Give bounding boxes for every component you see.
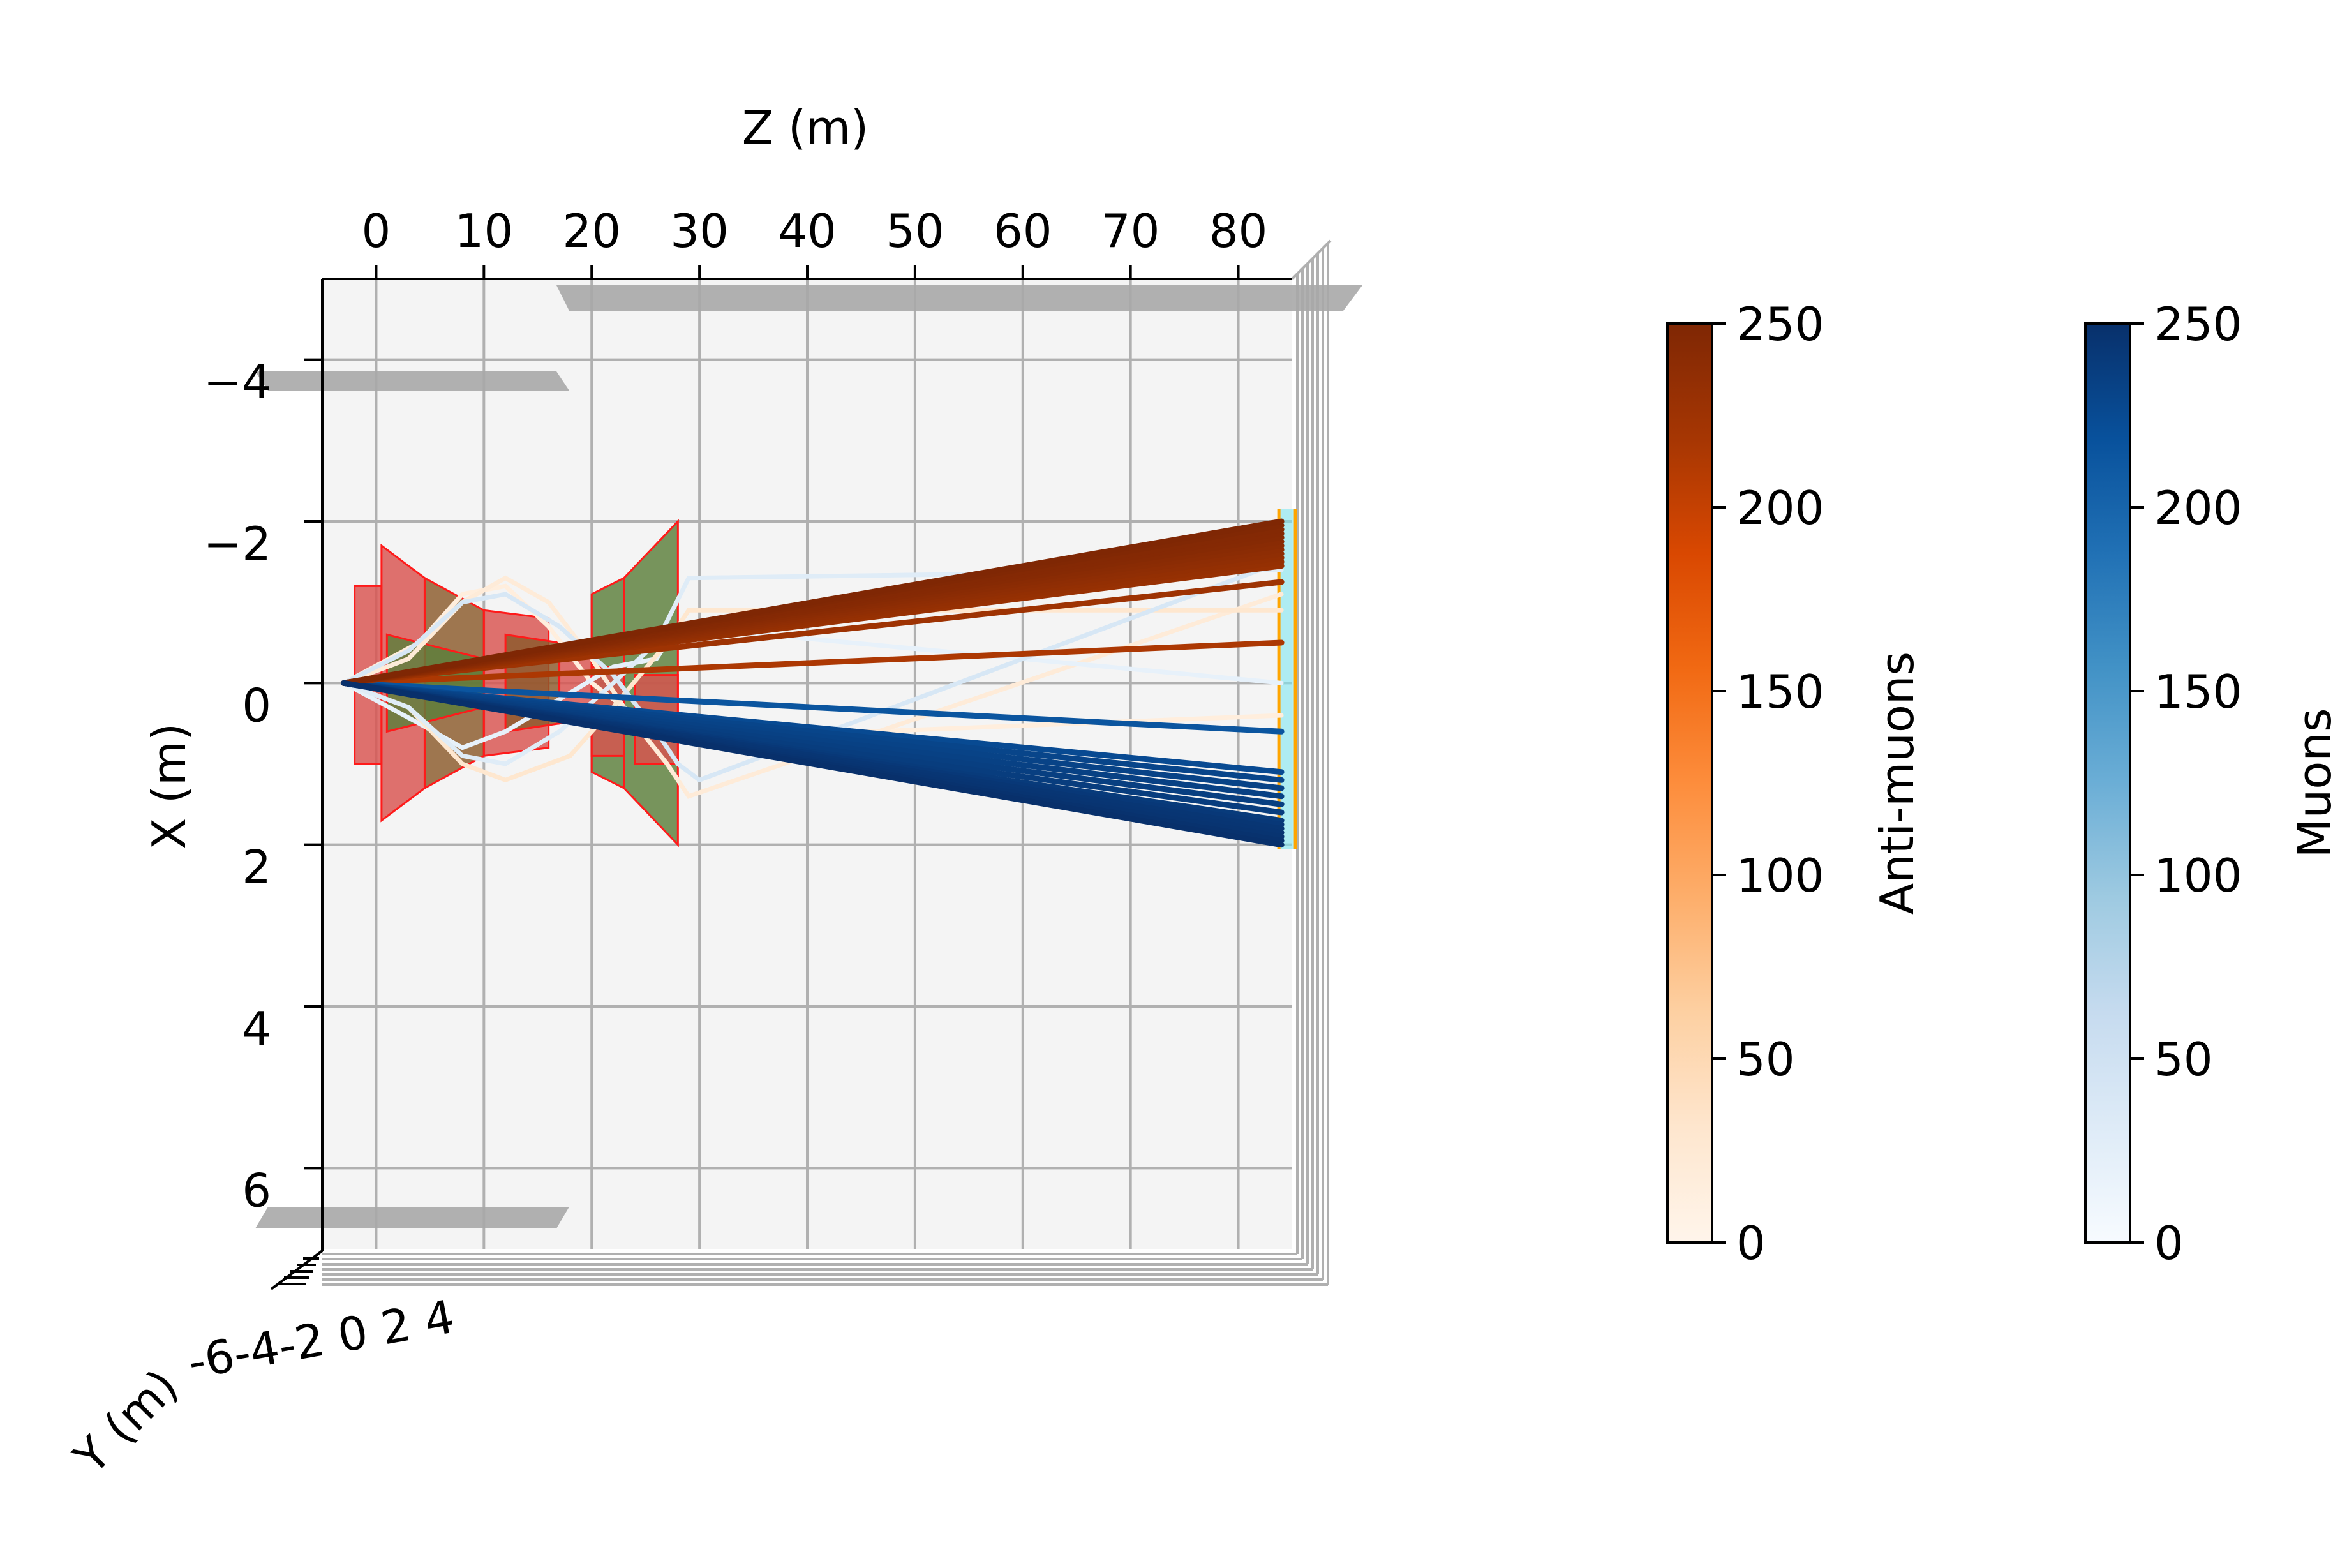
colorbar-tick-label: 50: [2154, 1033, 2213, 1086]
z-tick-label: 60: [994, 204, 1052, 258]
slab-top-right: [556, 285, 1362, 311]
z-tick-label: 30: [670, 204, 729, 258]
colorbar-anti-muons: 0 50 100 150 200 250 Anti-muons: [1666, 297, 1924, 1270]
muon-track: [341, 680, 1285, 735]
colorbar-anti-muons-label: Anti-muons: [1870, 652, 1924, 915]
x-tick-label: −2: [204, 517, 271, 571]
anti-muon-track: [341, 639, 1285, 686]
z-tick-label: 40: [778, 204, 837, 258]
colorbar-tick-label: 50: [1736, 1033, 1795, 1086]
z-tick-label: 70: [1101, 204, 1160, 258]
colorbar-muons-bar: [2084, 322, 2131, 1244]
x-tick-label: −4: [204, 355, 271, 409]
colorbar-tick-label: 250: [1736, 297, 1824, 351]
colorbar-tick-label: 100: [2154, 849, 2242, 902]
colorbar-tick-label: 150: [2154, 665, 2242, 719]
depth-pane: [322, 239, 1332, 1286]
z-axis-ticks: 0 10 20 30 40 50 60 70 80: [362, 204, 1268, 279]
colorbar-muons-label: Muons: [2288, 708, 2340, 858]
colorbar-anti-muons-bar: [1666, 322, 1713, 1244]
colorbar-muons: 0 50 100 150 200 250 Muons: [2084, 297, 2340, 1270]
anti-muon-track: [341, 518, 1285, 686]
x-tick-label: 2: [242, 840, 271, 894]
z-axis-label: Z (m): [742, 101, 869, 154]
colorbar-tick-label: 200: [2154, 481, 2242, 535]
y-axis-stub: [270, 1250, 324, 1290]
colorbar-tick-label: 100: [1736, 849, 1824, 902]
colorbar-anti-muons-ticks: 0 50 100 150 200 250: [1712, 297, 1824, 1270]
colorbar-tick-label: 250: [2154, 297, 2242, 351]
z-tick-label: 20: [562, 204, 621, 258]
colorbar-muons-ticks: 0 50 100 150 200 250: [2130, 297, 2242, 1270]
muon-track: [341, 680, 1285, 848]
z-tick-label: 80: [1209, 204, 1268, 258]
colorbar-tick-label: 0: [1736, 1216, 1766, 1270]
colorbar-tick-label: 150: [1736, 665, 1824, 719]
support-slabs: [255, 285, 1362, 1228]
slab-bottom-left: [255, 1207, 569, 1228]
z-tick-label: 50: [886, 204, 944, 258]
anti-muon-track: [341, 575, 1284, 799]
x-tick-label: 0: [242, 678, 271, 732]
tracks: [341, 518, 1285, 848]
x-tick-label: 4: [242, 1002, 271, 1056]
z-tick-label: 10: [455, 204, 514, 258]
z-tick-label: 0: [362, 204, 391, 258]
colorbar-tick-label: 0: [2154, 1216, 2184, 1270]
colorbar-tick-label: 200: [1736, 481, 1824, 535]
x-axis-label: X (m): [142, 723, 196, 850]
y-axis-label: Y (m): [63, 1359, 189, 1484]
x-axis-ticks: −4 −2 0 2 4 6: [204, 355, 322, 1217]
muon-track: [341, 567, 1284, 766]
y-axis-tick-labels: -6-4-2 0 2 4: [184, 1290, 458, 1389]
slab-top-left: [255, 371, 569, 391]
x-tick-label: 6: [242, 1163, 271, 1217]
detector-plane: [1277, 509, 1297, 849]
